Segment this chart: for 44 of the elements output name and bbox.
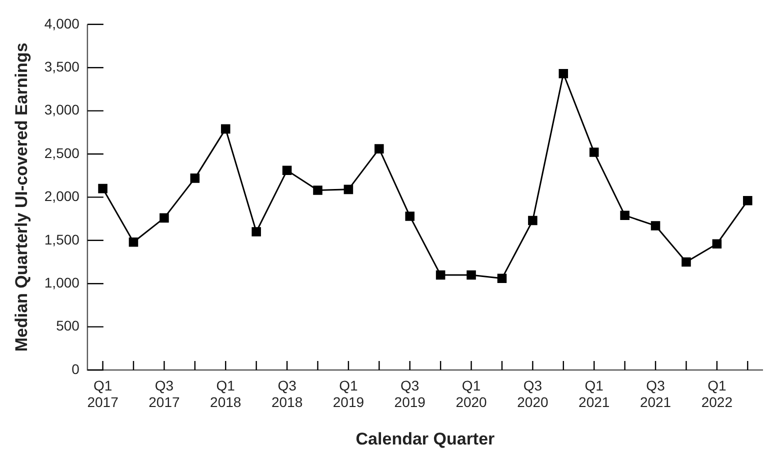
x-tick-label: Q1 2022	[701, 377, 733, 410]
x-tick-label: Q3 2020	[517, 377, 548, 410]
point	[220, 124, 230, 134]
point	[282, 166, 292, 176]
x-tick-label: Q3 2018	[271, 377, 303, 410]
point	[743, 196, 752, 206]
x-tick-label: Q1 2017	[87, 377, 119, 410]
x-axis-title: Calendar Quarter	[356, 429, 496, 448]
point	[252, 227, 261, 236]
point	[558, 69, 568, 78]
y-axis-title: Median Quarterly UI-covered Earnings	[12, 42, 31, 352]
point	[436, 270, 446, 280]
point	[620, 210, 630, 220]
y-tick-label: 2,500	[44, 144, 80, 161]
point	[344, 184, 354, 194]
point	[98, 184, 108, 194]
y-tick-label: 0	[72, 360, 80, 377]
x-tick-label: Q1 2020	[456, 377, 488, 410]
y-tick-label: 4,000	[44, 15, 80, 32]
y-tick-label: 500	[56, 318, 80, 334]
y-tick-label: 1,500	[44, 231, 80, 248]
point	[374, 144, 384, 154]
y-tick-label: 3,000	[44, 102, 80, 118]
x-tick-label: Q3 2017	[148, 377, 180, 410]
point	[160, 213, 169, 223]
y-tick-label: 3,500	[44, 58, 80, 74]
x-tick-label: Q3 2021	[640, 377, 672, 410]
point	[712, 239, 722, 248]
point	[589, 148, 599, 157]
point	[405, 212, 415, 221]
point	[528, 216, 538, 226]
point	[650, 221, 660, 230]
point	[466, 270, 476, 280]
x-tick-label: Q1 2018	[210, 377, 242, 410]
point	[497, 274, 507, 284]
y-tick-label: 2,000	[44, 188, 80, 204]
x-tick-label: Q1 2021	[578, 377, 610, 410]
x-tick-label: Q3 2019	[394, 377, 426, 410]
point	[190, 174, 200, 183]
point	[128, 237, 138, 247]
point	[313, 186, 322, 195]
point	[682, 257, 691, 267]
y-tick-label: 1,000	[44, 274, 80, 290]
x-tick-label: Q1 2019	[332, 377, 364, 410]
